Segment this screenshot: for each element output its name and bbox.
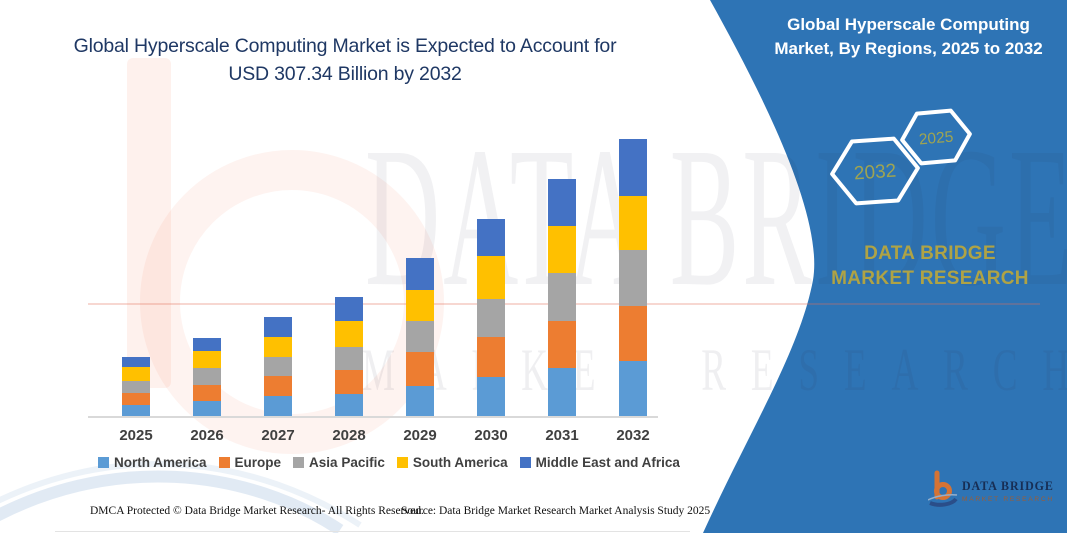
bar-segment-2027-middle-east-and-africa <box>264 317 292 337</box>
bar-segment-2027-asia-pacific <box>264 356 292 376</box>
bar-segment-2025-asia-pacific <box>122 380 150 393</box>
watermark-swoosh-icon <box>0 460 362 533</box>
bar-segment-2028-asia-pacific <box>335 346 363 370</box>
bar-segment-2032-north-america <box>619 360 647 416</box>
bar-2031 <box>548 178 576 416</box>
bar-segment-2032-middle-east-and-africa <box>619 139 647 196</box>
stacked-bar-chart <box>88 120 658 416</box>
year-hexagons: 2032 2025 <box>830 108 972 206</box>
panel-heading: Global Hyperscale Computing Market, By R… <box>762 13 1055 61</box>
bar-2026 <box>193 337 221 416</box>
source-note: Source: Data Bridge Market Research Mark… <box>401 505 711 517</box>
bar-segment-2028-europe <box>335 370 363 394</box>
bar-segment-2030-asia-pacific <box>477 299 505 338</box>
legend-swatch-icon <box>396 457 408 468</box>
legend-label: North America <box>114 455 207 470</box>
panel-heading-line1: Global Hyperscale Computing <box>787 15 1030 34</box>
bar-2032 <box>619 139 647 416</box>
bar-segment-2025-south-america <box>122 367 150 381</box>
x-axis-labels: 2025 2026 2027 2028 2029 2030 2031 2032 <box>88 427 658 447</box>
bar-segment-2026-asia-pacific <box>193 368 221 385</box>
bar-segment-2026-north-america <box>193 401 221 416</box>
bar-2027 <box>264 317 292 416</box>
bar-segment-2028-north-america <box>335 394 363 416</box>
bar-segment-2030-south-america <box>477 255 505 300</box>
bar-segment-2026-middle-east-and-africa <box>193 337 221 352</box>
bar-2028 <box>335 296 363 416</box>
dbmr-logo: DATA BRIDGE MARKET RESEARCH <box>928 470 1062 512</box>
bar-segment-2032-asia-pacific <box>619 249 647 306</box>
legend-item-middle-east-and-africa: Middle East and Africa <box>519 455 680 470</box>
bar-segment-2031-europe <box>548 321 576 369</box>
legend-item-europe: Europe <box>218 455 282 470</box>
chart-title: Global Hyperscale Computing Market is Ex… <box>60 33 630 88</box>
legend-label: Middle East and Africa <box>535 455 680 470</box>
bar-segment-2027-north-america <box>264 396 292 416</box>
bar-segment-2028-south-america <box>335 320 363 347</box>
bar-2030 <box>477 219 505 416</box>
bar-segment-2025-middle-east-and-africa <box>122 357 150 368</box>
bar-segment-2027-europe <box>264 376 292 396</box>
legend-label: Europe <box>234 455 282 470</box>
x-axis-label-2026: 2026 <box>190 427 224 444</box>
bar-segment-2030-europe <box>477 337 505 377</box>
hexagon-2032-icon <box>830 136 920 206</box>
bar-segment-2026-south-america <box>193 351 221 369</box>
bar-segment-2029-europe <box>406 352 434 386</box>
legend-swatch-icon <box>98 457 109 468</box>
bar-segment-2030-north-america <box>477 376 505 416</box>
bar-segment-2029-middle-east-and-africa <box>406 257 434 291</box>
legend-swatch-icon <box>218 457 230 468</box>
legend-item-asia-pacific: Asia Pacific <box>293 455 385 470</box>
bar-segment-2029-south-america <box>406 290 434 321</box>
bar-segment-2031-middle-east-and-africa <box>548 178 576 226</box>
chart-title-line1: Global Hyperscale Computing Market is Ex… <box>73 35 617 57</box>
legend-item-south-america: South America <box>396 455 508 470</box>
x-axis-label-2031: 2031 <box>545 427 579 444</box>
bar-segment-2031-north-america <box>548 368 576 416</box>
chart-title-line2: USD 307.34 Billion by 2032 <box>228 62 462 85</box>
bar-segment-2031-south-america <box>548 225 576 274</box>
logo-brand-text: DATA BRIDGE <box>962 478 1054 493</box>
bar-segment-2029-asia-pacific <box>406 320 434 353</box>
panel-brand-text: DATA BRIDGE MARKET RESEARCH <box>831 243 1029 289</box>
legend-label: South America <box>412 455 508 470</box>
dmca-notice: DMCA Protected © Data Bridge Market Rese… <box>90 505 424 517</box>
bar-segment-2030-middle-east-and-africa <box>477 219 505 256</box>
bar-segment-2029-north-america <box>406 385 434 416</box>
legend-swatch-icon <box>519 457 531 468</box>
hexagon-2025-label: 2025 <box>918 129 954 149</box>
bar-segment-2032-europe <box>619 305 647 361</box>
bar-2025 <box>122 357 150 416</box>
bar-segment-2026-europe <box>193 385 221 401</box>
legend-swatch-icon <box>293 457 305 468</box>
panel-heading-line2: Market, By Regions, 2025 to 2032 <box>774 38 1043 58</box>
x-axis-label-2032: 2032 <box>616 427 650 444</box>
dbmr-logo-b-icon <box>928 470 958 507</box>
chart-legend: North America Europe Asia Pacific South Ame… <box>98 455 698 470</box>
bottom-border-line <box>55 531 690 532</box>
x-axis-label-2027: 2027 <box>261 427 295 444</box>
bar-segment-2025-europe <box>122 392 150 405</box>
x-axis-label-2025: 2025 <box>119 427 153 444</box>
bar-segment-2032-south-america <box>619 195 647 250</box>
legend-item-north-america: North America <box>98 455 207 470</box>
bar-segment-2027-south-america <box>264 336 292 357</box>
bar-segment-2025-north-america <box>122 405 150 416</box>
x-axis-line <box>88 416 658 418</box>
hexagon-2025-icon <box>900 108 972 166</box>
bar-segment-2031-asia-pacific <box>548 273 576 322</box>
hexagon-2032-label: 2032 <box>853 161 897 185</box>
logo-tagline-text: MARKET RESEARCH <box>962 496 1054 503</box>
bar-2029 <box>406 257 434 416</box>
x-axis-label-2028: 2028 <box>332 427 366 444</box>
legend-label: Asia Pacific <box>309 455 385 470</box>
x-axis-label-2029: 2029 <box>403 427 437 444</box>
bar-segment-2028-middle-east-and-africa <box>335 296 363 321</box>
x-axis-label-2030: 2030 <box>474 427 508 444</box>
